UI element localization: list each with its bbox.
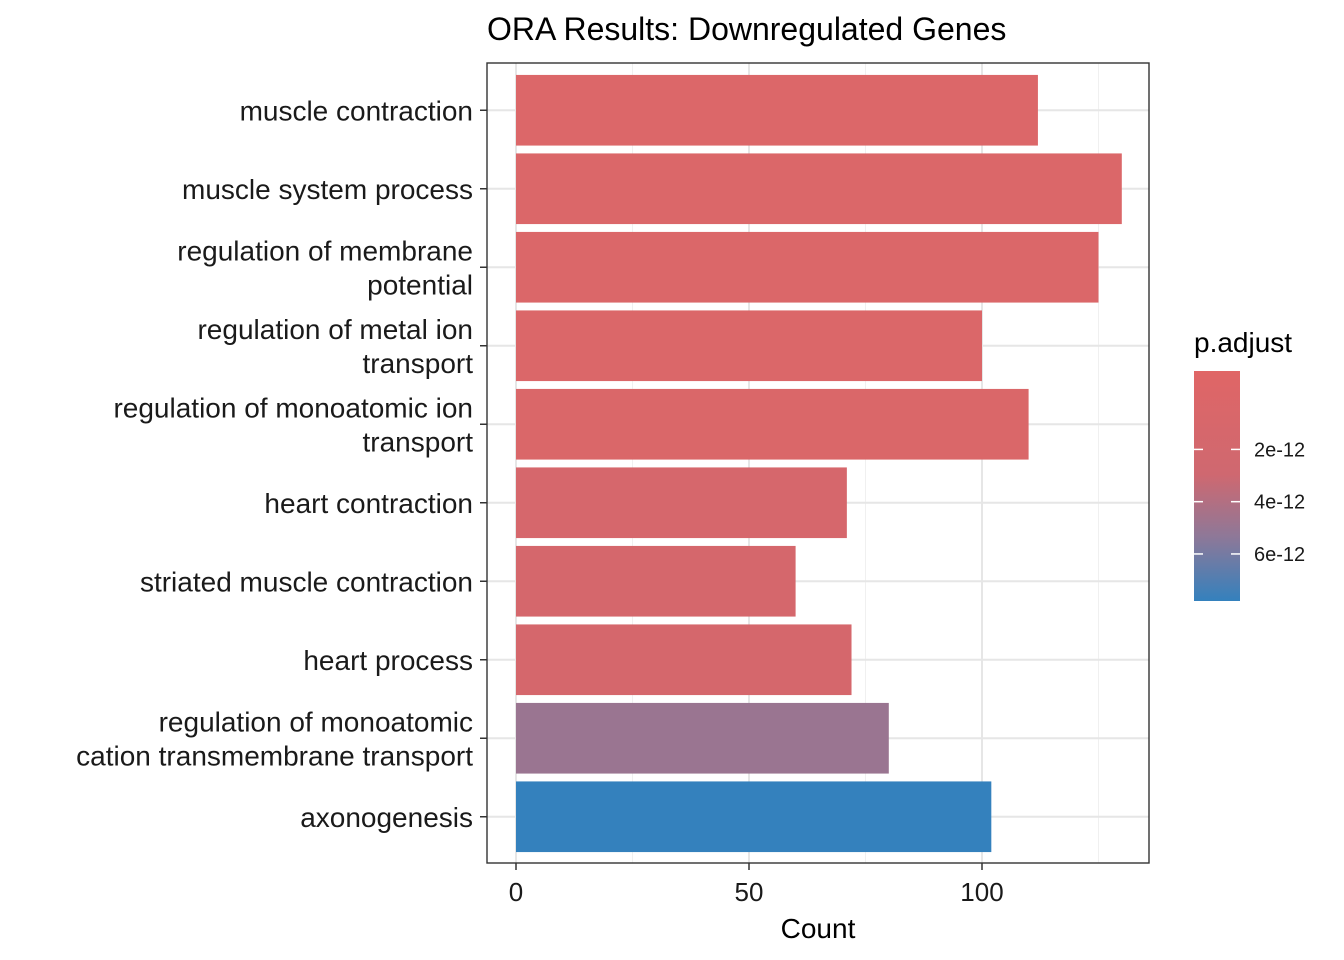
x-tick-label: 100 <box>960 877 1003 907</box>
category-label: regulation of monoatomic <box>159 706 473 737</box>
bar <box>516 388 1029 460</box>
bar <box>516 153 1122 225</box>
category-label: heart contraction <box>264 488 473 519</box>
category-label: heart process <box>303 645 473 676</box>
category-label: regulation of membrane <box>177 235 473 266</box>
category-label: striated muscle contraction <box>140 566 473 597</box>
category-label: cation transmembrane transport <box>76 740 473 771</box>
category-label: potential <box>367 269 473 300</box>
bar <box>516 467 847 539</box>
bar <box>516 545 796 617</box>
plot-panel-border <box>486 62 1150 864</box>
category-label: regulation of monoatomic ion <box>113 392 473 423</box>
legend-tick-label: 4e-12 <box>1254 492 1305 514</box>
legend-title: p.adjust <box>1194 327 1292 358</box>
category-label: transport <box>363 348 474 379</box>
x-axis-title: Count <box>781 913 856 944</box>
bar <box>516 781 992 853</box>
x-tick-label: 0 <box>509 877 523 907</box>
legend-colorbar <box>1194 371 1240 601</box>
bar <box>516 624 852 696</box>
legend-tick-label: 2e-12 <box>1254 439 1305 461</box>
category-label: muscle contraction <box>240 95 473 126</box>
legend: p.adjust 2e-12 4e-12 6e-12 <box>1194 327 1305 601</box>
category-label: muscle system process <box>182 174 473 205</box>
category-labels: muscle contraction muscle system process r… <box>76 95 487 833</box>
bar <box>516 74 1038 146</box>
category-label: transport <box>363 426 474 457</box>
chart-title: ORA Results: Downregulated Genes <box>487 11 1006 47</box>
x-tick-label: 50 <box>735 877 764 907</box>
bar <box>516 310 982 382</box>
x-axis-ticks: 0 50 100 <box>509 863 1004 907</box>
category-label: axonogenesis <box>300 802 473 833</box>
bars <box>516 74 1122 853</box>
legend-tick-label: 6e-12 <box>1254 544 1305 566</box>
bar <box>516 231 1099 303</box>
category-label: regulation of metal ion <box>197 314 473 345</box>
bar <box>516 702 889 774</box>
